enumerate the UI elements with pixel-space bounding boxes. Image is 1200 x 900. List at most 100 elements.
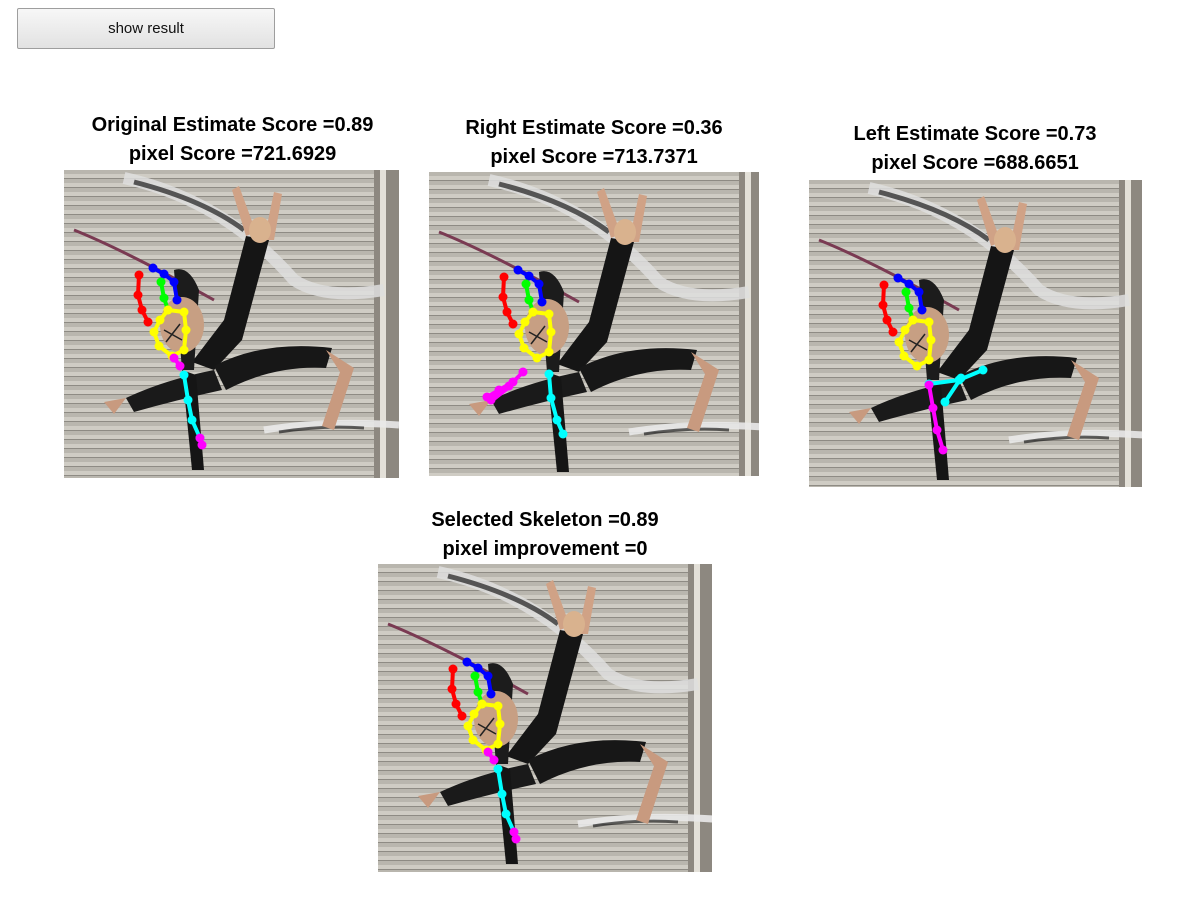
pixel-improvement: pixel improvement =0 — [442, 538, 648, 560]
keypoint-dot — [175, 361, 185, 371]
keypoint-dot — [514, 329, 524, 339]
keypoint-dot — [483, 747, 493, 757]
keypoint-dot — [924, 355, 934, 365]
keypoint-dot — [544, 369, 554, 379]
keypoint-dot — [498, 292, 508, 302]
keypoint-dot — [537, 297, 547, 307]
keypoint-dot — [447, 684, 457, 694]
keypoint-dot — [912, 361, 922, 371]
keypoint-dot — [956, 373, 966, 383]
keypoint-dot — [149, 327, 159, 337]
keypoint-dot — [493, 701, 503, 711]
keypoint-dot — [179, 307, 189, 317]
keypoint-dot — [497, 789, 507, 799]
keypoint-dot — [501, 809, 511, 819]
keypoint-dot — [544, 347, 554, 357]
keypoint-dot — [521, 279, 531, 289]
keypoint-dot — [169, 353, 179, 363]
keypoint-dot — [195, 433, 205, 443]
left-pixel-score: pixel Score =688.6651 — [871, 152, 1079, 174]
keypoint-dot — [528, 307, 538, 317]
keypoint-dot — [148, 263, 158, 273]
keypoint-dot — [169, 277, 179, 287]
keypoint-dot — [504, 381, 514, 391]
keypoint-dot — [473, 687, 483, 697]
keypoint-dot — [486, 395, 496, 405]
keypoint-dot — [448, 664, 458, 674]
right-pixel-score: pixel Score =713.7371 — [490, 146, 698, 168]
keypoint-dot — [163, 305, 173, 315]
keypoint-dot — [534, 279, 544, 289]
keypoint-dot — [477, 699, 487, 709]
keypoint-dot — [532, 353, 542, 363]
left-estimate-title: Left Estimate Score =0.73 pixel Score =6… — [745, 120, 1200, 178]
selected-skeleton-image — [378, 564, 712, 872]
keypoint-dot — [552, 415, 562, 425]
selected-skeleton-score: Selected Skeleton =0.89 — [431, 509, 659, 531]
keypoint-dot — [470, 671, 480, 681]
keypoint-dot — [181, 325, 191, 335]
left-estimate-image — [809, 180, 1142, 487]
keypoint-dot — [518, 367, 528, 377]
keypoint-dot — [156, 277, 166, 287]
keypoint-dot — [904, 303, 914, 313]
keypoint-dot — [509, 827, 519, 837]
keypoint-dot — [473, 663, 483, 673]
right-estimate-score: Right Estimate Score =0.36 — [465, 117, 723, 139]
keypoint-dot — [489, 755, 499, 765]
keypoint-dot — [928, 403, 938, 413]
keypoint-dot — [463, 721, 473, 731]
keypoint-dot — [513, 265, 523, 275]
keypoint-dot — [904, 279, 914, 289]
keypoint-dot — [899, 351, 909, 361]
keypoint-dot — [546, 393, 556, 403]
keypoint-dot — [978, 365, 988, 375]
keypoint-dot — [499, 272, 509, 282]
keypoint-dot — [462, 657, 472, 667]
keypoint-dot — [179, 345, 189, 355]
keypoint-dot — [900, 325, 910, 335]
keypoint-dot — [187, 415, 197, 425]
keypoint-dot — [544, 309, 554, 319]
keypoint-dot — [508, 319, 518, 329]
keypoint-dot — [197, 440, 207, 450]
keypoint-dot — [524, 295, 534, 305]
keypoint-dot — [451, 699, 461, 709]
keypoint-dot — [137, 305, 147, 315]
keypoint-dot — [882, 315, 892, 325]
keypoint-dot — [878, 300, 888, 310]
keypoint-dot — [908, 315, 918, 325]
keypoint-dot — [924, 317, 934, 327]
keypoint-dot — [134, 270, 144, 280]
keypoint-dot — [179, 370, 189, 380]
keypoint-dot — [159, 269, 169, 279]
keypoint-dot — [524, 271, 534, 281]
keypoint-dot — [457, 711, 467, 721]
keypoint-dot — [172, 295, 182, 305]
keypoint-dot — [879, 280, 889, 290]
original-estimate-score: Original Estimate Score =0.89 — [91, 114, 374, 136]
keypoint-dot — [893, 273, 903, 283]
show-result-button[interactable]: show result — [17, 8, 275, 49]
keypoint-dot — [520, 317, 530, 327]
keypoint-dot — [546, 327, 556, 337]
original-pixel-score: pixel Score =721.6929 — [128, 143, 337, 165]
original-estimate-image — [64, 170, 399, 478]
keypoint-dot — [917, 305, 927, 315]
keypoint-dot — [932, 425, 942, 435]
keypoint-dot — [133, 290, 143, 300]
keypoint-dot — [940, 397, 950, 407]
keypoint-dot — [143, 317, 153, 327]
keypoint-dot — [469, 709, 479, 719]
keypoint-dot — [926, 335, 936, 345]
keypoint-dot — [154, 341, 164, 351]
keypoint-dot — [502, 307, 512, 317]
keypoint-dot — [519, 343, 529, 353]
keypoint-dot — [493, 764, 503, 774]
keypoint-dot — [155, 315, 165, 325]
keypoint-dot — [483, 671, 493, 681]
keypoint-dot — [183, 395, 193, 405]
keypoint-dot — [894, 337, 904, 347]
original-estimate-title: Original Estimate Score =0.89 pixel Scor… — [0, 111, 465, 169]
keypoint-dot — [914, 287, 924, 297]
